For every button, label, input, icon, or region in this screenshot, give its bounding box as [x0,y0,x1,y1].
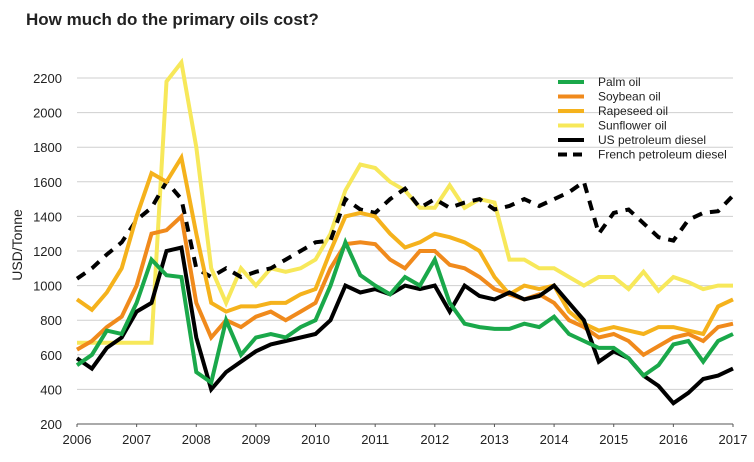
series-line-rapeseed-oil [75,152,734,337]
x-tick-label: 2007 [122,432,151,447]
x-axis: 2006 2007 2008 2009 2010 2011 2012 2013 2014 2015… [63,423,748,447]
y-tick-label: 1600 [33,175,62,190]
x-tick-label: 2016 [659,432,688,447]
y-tick-label: 400 [40,382,62,397]
series-lines [75,57,735,406]
y-tick-label: 1400 [33,209,62,224]
legend-label: Sunflower oil [598,119,667,133]
x-tick-label: 2012 [420,432,449,447]
x-tick-label: 2013 [480,432,509,447]
x-tick-label: 2008 [182,432,211,447]
x-tick-label: 2017 [719,432,748,447]
y-tick-label: 1000 [33,279,62,294]
legend-label: Palm oil [598,75,641,89]
x-tick-label: 2010 [301,432,330,447]
y-axis-ticks: 200 400 600 800 1000 1200 1400 1600 1800 2000 2200 [33,71,62,432]
x-tick-label: 2006 [63,432,92,447]
y-tick-label: 200 [40,417,62,432]
x-tick-label: 2014 [540,432,569,447]
series-line-french-petroleum-diesel [75,178,735,281]
y-tick-label: 600 [40,348,62,363]
y-tick-label: 800 [40,313,62,328]
x-tick-label: 2011 [361,432,389,447]
y-tick-label: 2200 [33,71,62,86]
x-tick-label: 2009 [241,432,270,447]
series-line-palm-oil [75,236,734,386]
series-line-soybean-oil [76,212,734,358]
legend-label: Soybean oil [598,90,661,104]
legend-label: US petroleum diesel [598,133,706,147]
series-line-us-petroleum-diesel [75,245,734,406]
legend-label: Rapeseed oil [598,104,668,118]
y-tick-label: 2000 [33,106,62,121]
y-tick-label: 1800 [33,140,62,155]
chart-title: How much do the primary oils cost? [26,10,319,29]
legend-label: French petroleum diesel [598,148,727,162]
y-tick-label: 1200 [33,244,62,259]
y-axis-label: USD/Tonne [9,209,25,281]
x-tick-label: 2015 [599,432,628,447]
